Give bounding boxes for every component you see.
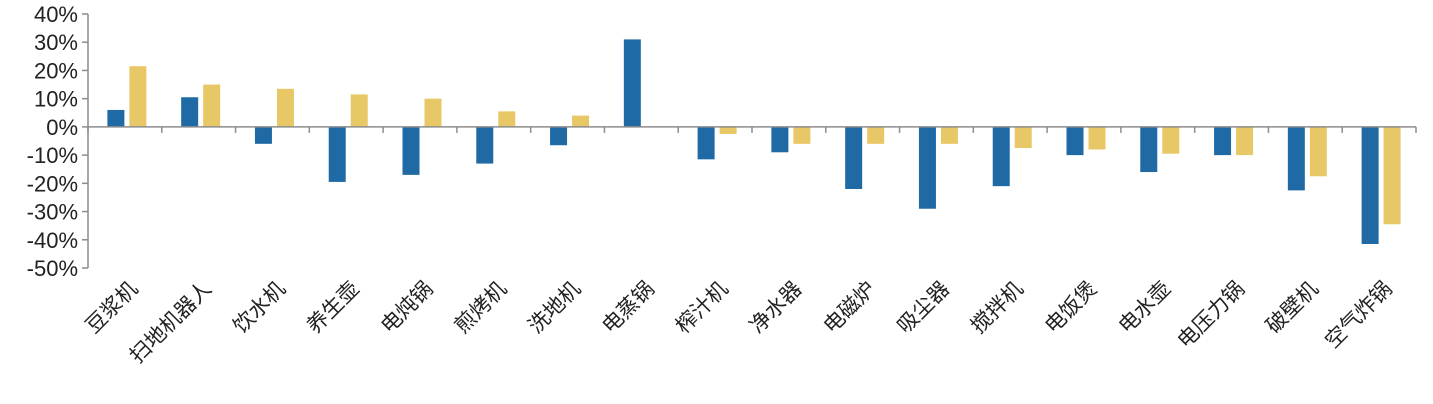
bar-series2 xyxy=(350,94,368,127)
x-tick-label: 电炖锅 xyxy=(376,277,438,339)
x-tick-label: 电蒸锅 xyxy=(597,277,659,339)
bar-series2 xyxy=(498,111,516,127)
bar-series1 xyxy=(181,97,199,127)
bar-series1 xyxy=(550,126,568,146)
y-tick-label: -50% xyxy=(27,256,78,281)
y-tick-label: 10% xyxy=(34,87,78,112)
bar-series2 xyxy=(203,84,221,127)
x-tick-label: 养生壶 xyxy=(302,277,364,339)
bar-series2 xyxy=(1088,126,1106,150)
x-tick-label: 净水器 xyxy=(745,277,807,339)
y-tick-label: -30% xyxy=(27,200,78,225)
bar-series1 xyxy=(1361,126,1379,245)
bar-series1 xyxy=(918,126,936,209)
bar-series2 xyxy=(1383,126,1401,225)
bar-series1 xyxy=(771,126,789,153)
bar-series2 xyxy=(129,66,147,127)
y-tick-label: 40% xyxy=(34,2,78,27)
bar-series2 xyxy=(1236,126,1254,156)
bar-series1 xyxy=(845,126,863,189)
y-tick-label: 20% xyxy=(34,58,78,83)
bar-series2 xyxy=(276,88,294,127)
bar-series2 xyxy=(1014,126,1032,149)
bar-series2 xyxy=(572,115,590,127)
x-tick-label: 煎烤机 xyxy=(450,277,512,339)
x-tick-label: 电磁炉 xyxy=(819,277,881,339)
x-tick-label: 洗地机 xyxy=(524,277,586,339)
bar-series2 xyxy=(1162,126,1180,154)
y-tick-label: 0% xyxy=(46,115,78,140)
bar-series2 xyxy=(867,126,885,144)
bar-series2 xyxy=(793,126,811,144)
x-tick-label: 电压力锅 xyxy=(1173,277,1249,353)
x-tick-label: 饮水机 xyxy=(228,277,290,339)
x-tick-label: 破壁机 xyxy=(1261,277,1323,339)
x-tick-label: 豆浆机 xyxy=(81,277,143,339)
bar-series1 xyxy=(402,126,420,175)
x-tick-label: 榨汁机 xyxy=(671,277,733,339)
bar-series1 xyxy=(328,126,346,182)
bar-series1 xyxy=(476,126,494,164)
bars xyxy=(107,39,1401,245)
x-tick-label: 电水壶 xyxy=(1114,277,1176,339)
y-tick-label: -10% xyxy=(27,143,78,168)
y-tick-label: -20% xyxy=(27,171,78,196)
bar-series1 xyxy=(697,126,715,160)
bar-series1 xyxy=(1140,126,1158,173)
bar-series1 xyxy=(1214,126,1232,156)
bar-series2 xyxy=(1309,126,1327,177)
bar-series1 xyxy=(254,126,272,144)
bar-series1 xyxy=(1066,126,1084,156)
x-tick-label: 吸尘器 xyxy=(892,277,954,339)
bar-series1 xyxy=(992,126,1010,187)
y-tick-label: 30% xyxy=(34,30,78,55)
bar-series2 xyxy=(424,98,442,127)
y-axis: 40% 30% 20% 10% 0% -10% -20% -30% -40% -50% xyxy=(27,2,89,281)
bar-series2 xyxy=(719,126,737,134)
bar-series1 xyxy=(107,109,125,127)
x-tick-label: 搅拌机 xyxy=(966,277,1028,339)
y-tick-label: -40% xyxy=(27,228,78,253)
bar-series1 xyxy=(1287,126,1305,191)
x-tick-label: 电饭煲 xyxy=(1040,277,1102,339)
bar-series1 xyxy=(623,39,641,127)
bar-series2 xyxy=(940,126,958,144)
x-tick-label: 空气炸锅 xyxy=(1320,277,1396,353)
